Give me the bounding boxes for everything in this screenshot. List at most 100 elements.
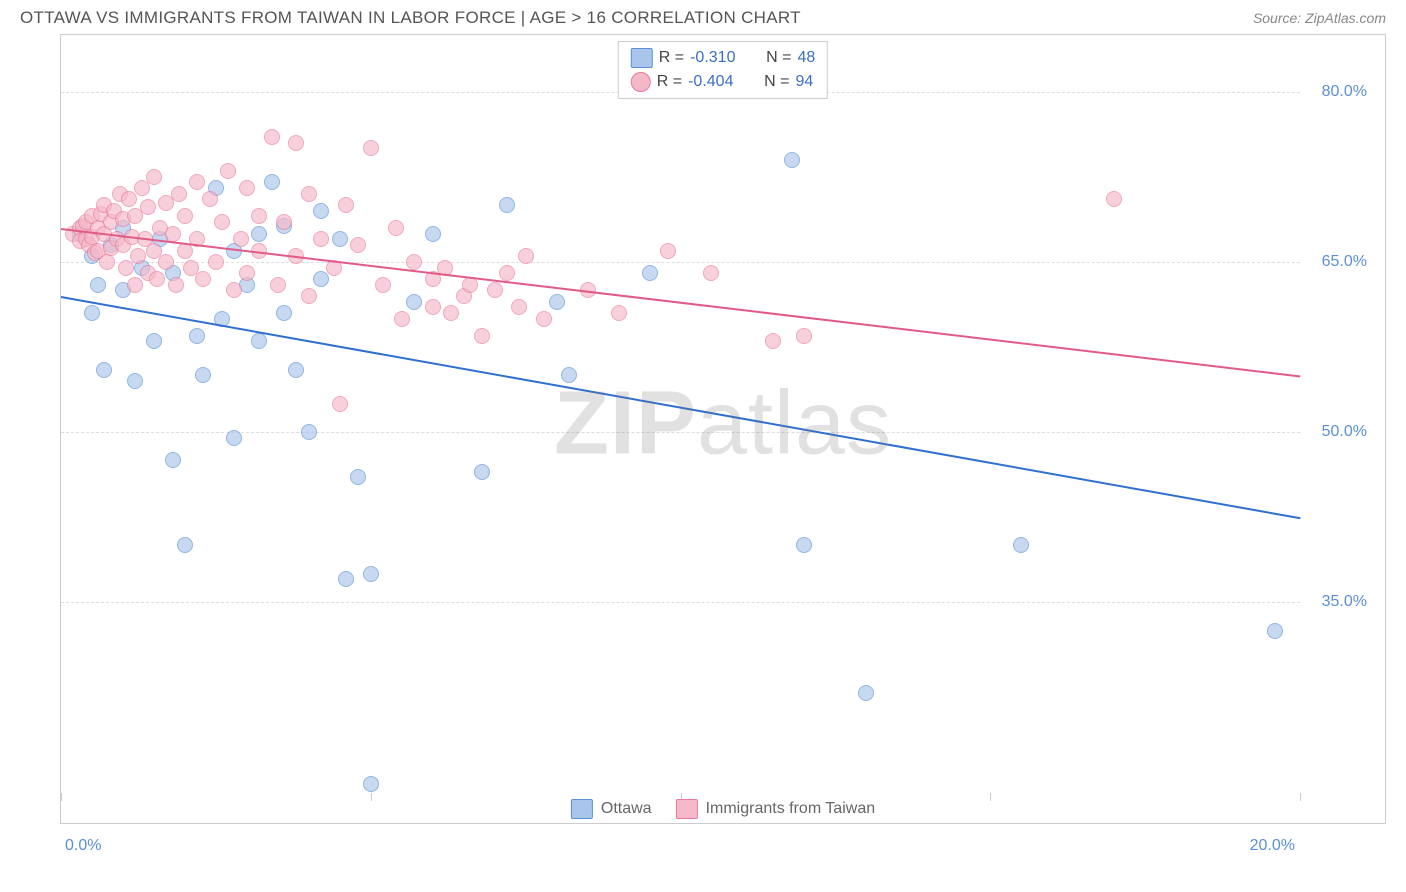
data-point-taiwan [703,265,719,281]
trend-line-taiwan [61,228,1300,377]
data-point-taiwan [168,277,184,293]
data-point-ottawa [406,294,422,310]
data-point-taiwan [487,282,503,298]
data-point-ottawa [363,776,379,792]
data-point-taiwan [264,129,280,145]
data-point-ottawa [165,452,181,468]
data-point-taiwan [239,265,255,281]
data-point-taiwan [511,299,527,315]
data-point-taiwan [350,237,366,253]
x-tick [371,793,372,801]
data-point-taiwan [388,220,404,236]
data-point-ottawa [313,203,329,219]
data-point-ottawa [363,566,379,582]
data-point-taiwan [239,180,255,196]
data-point-ottawa [1013,537,1029,553]
data-point-taiwan [226,282,242,298]
data-point-taiwan [301,186,317,202]
data-point-ottawa [499,197,515,213]
data-point-ottawa [338,571,354,587]
data-point-taiwan [796,328,812,344]
data-point-taiwan [288,135,304,151]
data-point-ottawa [96,362,112,378]
y-tick-label: 65.0% [1322,253,1367,271]
data-point-taiwan [518,248,534,264]
x-tick [61,793,62,801]
x-tick-label: 0.0% [65,837,101,855]
data-point-ottawa [251,333,267,349]
data-point-taiwan [611,305,627,321]
data-point-taiwan [375,277,391,293]
y-tick-label: 80.0% [1322,83,1367,101]
data-point-taiwan [202,191,218,207]
trend-line-ottawa [61,296,1300,519]
data-point-taiwan [301,288,317,304]
series-legend-item-ottawa: Ottawa [571,799,652,819]
data-point-taiwan [189,174,205,190]
legend-swatch [631,72,651,92]
x-tick [990,793,991,801]
data-point-ottawa [264,174,280,190]
data-point-ottawa [189,328,205,344]
data-point-ottawa [858,685,874,701]
data-point-taiwan [149,271,165,287]
data-point-ottawa [1267,623,1283,639]
plot-area [61,35,1300,793]
data-point-ottawa [146,333,162,349]
gridline [61,602,1300,603]
chart-title: OTTAWA VS IMMIGRANTS FROM TAIWAN IN LABO… [20,8,801,28]
data-point-ottawa [177,537,193,553]
data-point-taiwan [127,277,143,293]
correlation-legend: R = -0.310 N = 48R = -0.404 N = 94 [618,41,828,99]
series-legend: Ottawa Immigrants from Taiwan [571,799,875,819]
data-point-taiwan [158,254,174,270]
legend-swatch [571,799,593,819]
data-point-taiwan [270,277,286,293]
data-point-taiwan [214,214,230,230]
data-point-taiwan [332,396,348,412]
data-point-taiwan [276,214,292,230]
data-point-ottawa [276,305,292,321]
data-point-taiwan [536,311,552,327]
data-point-ottawa [549,294,565,310]
data-point-taiwan [134,180,150,196]
series-legend-item-taiwan: Immigrants from Taiwan [676,799,876,819]
legend-label: Immigrants from Taiwan [706,800,876,818]
data-point-taiwan [406,254,422,270]
data-point-ottawa [251,226,267,242]
legend-row-taiwan: R = -0.404 N = 94 [631,70,815,94]
data-point-taiwan [660,243,676,259]
legend-swatch [631,48,653,68]
y-tick-label: 50.0% [1322,423,1367,441]
legend-row-ottawa: R = -0.310 N = 48 [631,46,815,70]
data-point-taiwan [1106,191,1122,207]
data-point-taiwan [195,271,211,287]
data-point-taiwan [208,254,224,270]
data-point-taiwan [118,260,134,276]
data-point-taiwan [474,328,490,344]
data-point-ottawa [195,367,211,383]
data-point-ottawa [561,367,577,383]
data-point-ottawa [90,277,106,293]
data-point-taiwan [338,197,354,213]
data-point-ottawa [350,469,366,485]
data-point-taiwan [99,254,115,270]
data-point-ottawa [84,305,100,321]
x-tick-label: 20.0% [1250,837,1295,855]
data-point-ottawa [425,226,441,242]
data-point-taiwan [251,208,267,224]
data-point-ottawa [474,464,490,480]
data-point-taiwan [171,186,187,202]
data-point-ottawa [332,231,348,247]
data-point-taiwan [765,333,781,349]
source-attribution: Source: ZipAtlas.com [1253,10,1386,26]
x-tick [1300,793,1301,801]
data-point-taiwan [177,208,193,224]
data-point-taiwan [130,248,146,264]
data-point-ottawa [784,152,800,168]
data-point-taiwan [146,169,162,185]
data-point-taiwan [443,305,459,321]
data-point-ottawa [127,373,143,389]
data-point-taiwan [121,191,137,207]
legend-swatch [676,799,698,819]
